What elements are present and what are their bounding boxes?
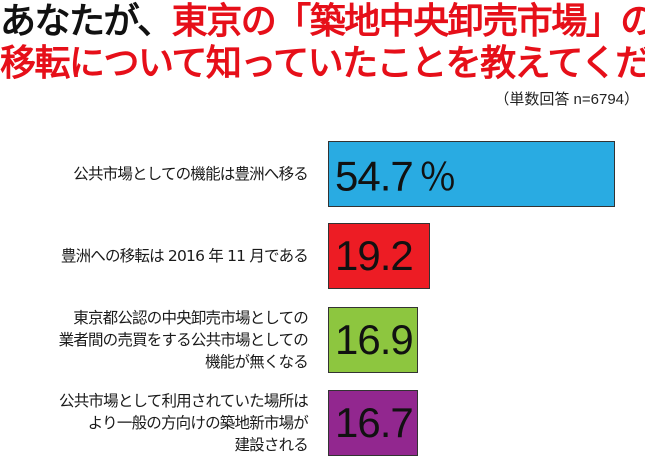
label-line: 機能が無くなる bbox=[205, 353, 309, 371]
bar-value-1: 54.7 ％ bbox=[335, 147, 457, 202]
bar-row-1: 公共市場としての機能は豊洲へ移る 54.7 ％ bbox=[0, 141, 645, 207]
percent-sign: ％ bbox=[418, 157, 457, 200]
bar-row-3: 東京都公認の中央卸売市場としての 業者間の売買をする公共市場としての 機能が無く… bbox=[0, 307, 645, 373]
bar-value-3: 16.9 bbox=[335, 316, 414, 363]
label-line: 豊洲への移転は 2016 年 11 月である bbox=[60, 247, 309, 265]
chart-title-line-1: あなたが、東京の「築地中央卸売市場」の bbox=[0, 0, 645, 44]
bar-row-4: 公共市場として利用されていた場所は より一般の方向けの築地新市場が 建設される … bbox=[0, 390, 645, 456]
bar-4: 16.7 bbox=[328, 390, 418, 456]
bar-label-1: 公共市場としての機能は豊洲へ移る bbox=[73, 163, 317, 185]
label-line: 業者間の売買をする公共市場としての bbox=[58, 331, 309, 349]
label-line: 建設される bbox=[234, 436, 308, 454]
bar-value-2: 19.2 bbox=[335, 232, 414, 279]
bar-2: 19.2 bbox=[328, 223, 430, 289]
value-number: 54.7 bbox=[335, 152, 414, 200]
label-line: 公共市場としての機能は豊洲へ移る bbox=[73, 165, 309, 183]
label-line: 公共市場として利用されていた場所は bbox=[59, 392, 309, 410]
bar-3: 16.9 bbox=[328, 307, 418, 373]
bar-row-2: 豊洲への移転は 2016 年 11 月である 19.2 bbox=[0, 223, 645, 289]
label-line: 東京都公認の中央卸売市場としての bbox=[73, 309, 309, 327]
title-red-part: 東京の「築地中央卸売市場」の bbox=[171, 1, 645, 42]
label-line: より一般の方向けの築地新市場が bbox=[87, 414, 309, 432]
bar-1: 54.7 ％ bbox=[328, 141, 615, 207]
bar-label-4: 公共市場として利用されていた場所は より一般の方向けの築地新市場が 建設される bbox=[59, 390, 317, 456]
chart-title-line-2: 移転について知っていたことを教えてください bbox=[0, 43, 645, 84]
bar-label-3: 東京都公認の中央卸売市場としての 業者間の売買をする公共市場としての 機能が無く… bbox=[59, 307, 317, 373]
title-black-part: あなたが、 bbox=[0, 1, 173, 42]
sample-size-note: （単数回答 n=6794） bbox=[494, 91, 639, 108]
bar-value-4: 16.7 bbox=[335, 399, 414, 446]
bar-label-2: 豊洲への移転は 2016 年 11 月である bbox=[61, 245, 317, 267]
